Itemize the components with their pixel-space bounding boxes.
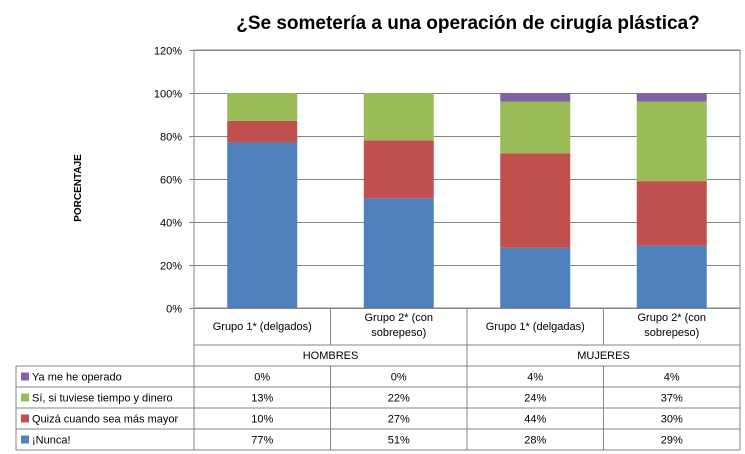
y-tick-label: 40% — [160, 218, 182, 230]
bar-segment — [363, 140, 434, 199]
data-label: 37% — [661, 393, 683, 405]
category-label: sobrepeso) — [371, 327, 426, 339]
data-label: 4% — [527, 372, 543, 384]
bar-segment — [636, 181, 707, 246]
data-label: 13% — [251, 393, 273, 405]
y-axis-ticks: 0% 20% 40% 60% 80% 100% 120% — [154, 46, 182, 316]
bar-segment — [363, 198, 434, 308]
data-label: 44% — [524, 414, 546, 426]
data-label: 27% — [388, 414, 410, 426]
legend-swatch — [21, 414, 29, 423]
bar-segment — [636, 93, 707, 102]
y-tick-label: 0% — [166, 304, 182, 316]
group-label: MUJERES — [577, 350, 630, 362]
legend-entry: Quizá cuando sea más mayor — [32, 414, 178, 426]
category-label: sobrepeso) — [644, 327, 699, 339]
category-label: Grupo 1* (delgados) — [213, 321, 312, 333]
y-tick-label: 120% — [154, 46, 182, 58]
y-tick-label: 80% — [160, 132, 182, 144]
y-tick-label: 60% — [160, 175, 182, 187]
legend-swatch — [21, 393, 29, 402]
category-label: Grupo 1* (delgadas) — [486, 321, 585, 333]
y-tick-label: 20% — [160, 261, 182, 273]
bar-segment — [500, 101, 571, 154]
y-axis-label: PORCENTAJE — [73, 154, 84, 222]
data-label: 22% — [388, 393, 410, 405]
chart-title: ¿Se sometería a una operación de cirugía… — [236, 13, 700, 34]
bar-segment — [227, 120, 298, 143]
data-label: 51% — [388, 435, 410, 447]
legend-entry: ¡Nunca! — [32, 435, 71, 447]
bar-segment — [227, 142, 298, 308]
data-label: 4% — [664, 372, 680, 384]
data-label: 30% — [661, 414, 683, 426]
data-label: 0% — [254, 372, 270, 384]
data-label: 28% — [524, 435, 546, 447]
bar-segment — [636, 101, 707, 182]
bars — [227, 93, 707, 308]
category-label: Grupo 2* (con — [365, 312, 433, 324]
legend-swatch — [21, 435, 29, 444]
legend-entry: Sí, si tuviese tiempo y dinero — [32, 393, 173, 405]
bar-segment — [227, 93, 298, 121]
group-label: HOMBRES — [303, 350, 359, 362]
data-label: 29% — [661, 435, 683, 447]
data-label: 24% — [524, 393, 546, 405]
legend-swatch — [21, 372, 29, 381]
bar-segment — [500, 93, 571, 102]
data-label: 10% — [251, 414, 273, 426]
data-label: 0% — [391, 372, 407, 384]
category-label: Grupo 2* (con — [638, 312, 706, 324]
data-table: Grupo 1* (delgados) Grupo 2* (con sobrepes… — [15, 308, 741, 451]
y-tick-label: 100% — [154, 89, 182, 101]
data-label: 77% — [251, 435, 273, 447]
bar-segment — [500, 247, 571, 308]
bar-segment — [636, 245, 707, 308]
bar-segment — [363, 93, 434, 141]
bar-segment — [500, 153, 571, 248]
legend-entry: Ya me he operado — [32, 372, 122, 384]
